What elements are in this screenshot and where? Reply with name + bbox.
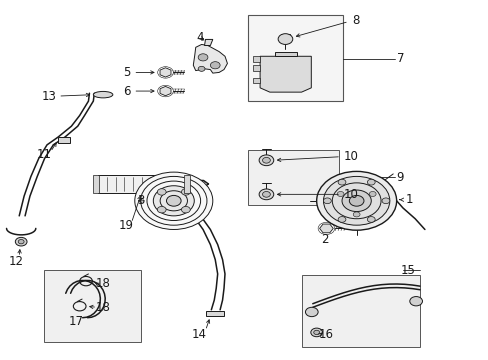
Bar — [206, 311, 224, 316]
Text: 7: 7 — [396, 52, 404, 65]
Text: 19: 19 — [119, 219, 134, 233]
Circle shape — [198, 66, 204, 71]
Polygon shape — [252, 78, 260, 83]
Text: 15: 15 — [400, 264, 414, 277]
Bar — [93, 175, 99, 193]
Text: 10: 10 — [343, 150, 358, 163]
Circle shape — [157, 206, 166, 213]
Circle shape — [259, 189, 273, 200]
Text: 13: 13 — [42, 90, 57, 103]
Text: 10: 10 — [343, 188, 358, 201]
Text: 16: 16 — [318, 328, 333, 341]
Polygon shape — [160, 68, 171, 77]
Circle shape — [323, 176, 389, 225]
Text: 4: 4 — [197, 31, 204, 44]
Circle shape — [352, 212, 359, 217]
Text: 2: 2 — [321, 233, 328, 246]
Circle shape — [198, 54, 207, 61]
Circle shape — [409, 297, 422, 306]
Text: 17: 17 — [69, 315, 83, 328]
Text: 1: 1 — [405, 193, 412, 206]
Circle shape — [166, 195, 181, 206]
Bar — [302, 275, 419, 347]
Polygon shape — [319, 224, 332, 233]
Circle shape — [305, 307, 318, 317]
Circle shape — [262, 192, 270, 197]
Text: 3: 3 — [137, 194, 144, 207]
Polygon shape — [260, 56, 311, 92]
Polygon shape — [204, 40, 212, 45]
Circle shape — [262, 157, 270, 163]
Polygon shape — [252, 65, 260, 71]
Polygon shape — [193, 44, 227, 73]
Bar — [248, 15, 343, 101]
Circle shape — [313, 330, 319, 334]
Bar — [248, 149, 338, 205]
Circle shape — [323, 198, 330, 204]
Circle shape — [341, 190, 370, 212]
Text: 14: 14 — [192, 328, 207, 341]
Circle shape — [381, 198, 389, 204]
Polygon shape — [160, 86, 171, 96]
Circle shape — [337, 179, 345, 185]
Circle shape — [337, 192, 344, 197]
Circle shape — [366, 217, 374, 222]
Text: 11: 11 — [37, 148, 52, 161]
Circle shape — [181, 189, 190, 195]
Circle shape — [278, 34, 292, 44]
Circle shape — [18, 239, 24, 244]
Text: 5: 5 — [122, 66, 130, 79]
Circle shape — [210, 62, 220, 69]
Polygon shape — [252, 56, 260, 62]
Ellipse shape — [93, 91, 113, 98]
Text: 18: 18 — [96, 301, 110, 314]
Circle shape — [157, 189, 166, 195]
Circle shape — [316, 171, 396, 230]
Circle shape — [337, 217, 345, 222]
Circle shape — [153, 186, 194, 216]
Text: 8: 8 — [351, 14, 359, 27]
Text: 18: 18 — [96, 278, 110, 291]
Bar — [43, 270, 141, 342]
Circle shape — [368, 192, 375, 197]
Circle shape — [259, 155, 273, 166]
Text: 12: 12 — [9, 255, 24, 268]
Polygon shape — [274, 52, 296, 56]
Circle shape — [310, 328, 322, 337]
Bar — [183, 175, 189, 193]
Circle shape — [348, 195, 363, 206]
Text: 9: 9 — [395, 171, 403, 184]
Bar — [58, 137, 70, 143]
Circle shape — [135, 172, 212, 229]
Circle shape — [181, 206, 190, 213]
Text: 6: 6 — [122, 85, 130, 98]
Circle shape — [366, 179, 374, 185]
Bar — [98, 175, 184, 193]
Circle shape — [15, 237, 27, 246]
